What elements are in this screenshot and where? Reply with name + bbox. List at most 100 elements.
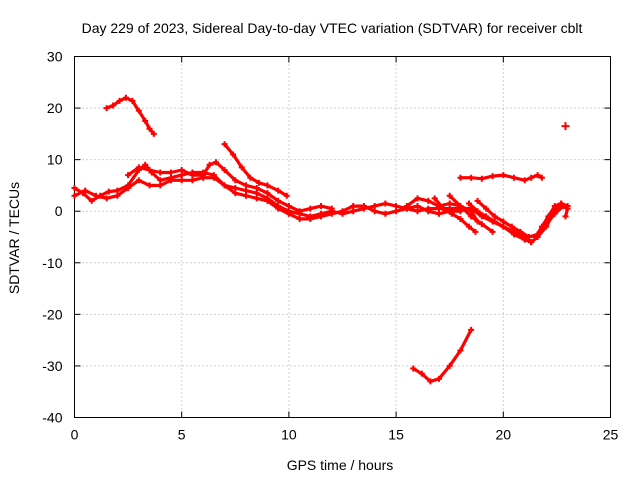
data-point: [103, 105, 110, 112]
data-point: [468, 174, 475, 181]
data-point: [157, 182, 164, 189]
data-point: [255, 179, 262, 186]
data-point: [285, 210, 292, 217]
y-tick-label: -20: [42, 306, 62, 322]
data-point: [200, 172, 207, 179]
y-tick-label: -30: [42, 358, 62, 374]
data-point: [393, 203, 400, 210]
y-tick-label: -10: [42, 255, 62, 271]
data-point: [178, 177, 185, 184]
data-point: [213, 159, 220, 166]
data-point: [425, 197, 432, 204]
data-point: [125, 172, 132, 179]
data-point: [431, 195, 438, 202]
data-point: [446, 192, 453, 199]
series-track-late-2: [431, 195, 479, 235]
data-point: [275, 197, 282, 204]
data-point: [448, 210, 455, 217]
data-point: [135, 107, 142, 114]
data-point: [558, 200, 565, 207]
data-point: [189, 172, 196, 179]
data-point: [339, 208, 346, 215]
x-tick-label: 20: [496, 427, 512, 443]
data-point: [350, 208, 357, 215]
data-point: [318, 203, 325, 210]
data-point: [142, 161, 149, 168]
data-point: [253, 190, 260, 197]
data-point: [521, 236, 528, 243]
data-point: [243, 192, 250, 199]
data-point: [491, 218, 498, 225]
data-point: [264, 197, 271, 204]
y-tick-label: 10: [47, 152, 63, 168]
data-point: [178, 166, 185, 173]
data-point: [129, 97, 136, 104]
chart-title: Day 229 of 2023, Sidereal Day-to-day VTE…: [82, 20, 583, 36]
data-point: [457, 347, 464, 354]
series-track-negative-dip: [410, 326, 475, 385]
data-point: [382, 200, 389, 207]
data-point: [472, 228, 479, 235]
series-line: [458, 173, 544, 182]
data-point: [511, 231, 518, 238]
x-tick-label: 10: [281, 427, 297, 443]
series-track-ascend-22h: [532, 200, 571, 240]
data-point: [285, 203, 292, 210]
data-point: [489, 228, 496, 235]
data-point: [178, 172, 185, 179]
data-point: [253, 185, 260, 192]
y-tick-label: 0: [55, 203, 63, 219]
data-point: [247, 174, 254, 181]
data-point: [232, 185, 239, 192]
data-point: [328, 205, 335, 212]
data-point: [243, 182, 250, 189]
data-point: [307, 205, 314, 212]
data-point: [457, 174, 464, 181]
data-point: [410, 365, 417, 372]
data-point: [435, 375, 442, 382]
series-track-late-3: [446, 192, 496, 235]
data-point: [489, 173, 496, 180]
data-point: [440, 205, 447, 212]
data-point: [457, 215, 464, 222]
data-point: [157, 169, 164, 176]
data-point: [275, 205, 282, 212]
data-point: [157, 177, 164, 184]
data-point: [82, 187, 89, 194]
isolated-point: [561, 122, 570, 131]
data-point: [350, 203, 357, 210]
data-point: [328, 210, 335, 217]
data-point: [393, 208, 400, 215]
data-point: [116, 97, 123, 104]
data-point: [551, 210, 558, 217]
series-track-upper-right: [457, 172, 545, 184]
data-point: [483, 213, 490, 220]
data-point: [521, 177, 528, 184]
data-point: [511, 174, 518, 181]
data-point: [122, 94, 129, 101]
data-point: [232, 177, 239, 184]
data-point: [189, 177, 196, 184]
data-point: [318, 213, 325, 220]
data-point: [167, 169, 174, 176]
data-point: [92, 192, 99, 199]
data-point: [210, 174, 217, 181]
data-point: [360, 203, 367, 210]
data-point: [88, 197, 95, 204]
axis-ticks: [74, 56, 611, 418]
data-point: [403, 203, 410, 210]
data-point: [517, 228, 524, 235]
data-point: [500, 223, 507, 230]
series-track-main-c: [125, 159, 335, 215]
data-point: [500, 172, 507, 179]
data-point: [478, 175, 485, 182]
data-point: [483, 205, 490, 212]
data-point: [296, 215, 303, 222]
x-tick-label: 15: [388, 427, 404, 443]
data-point: [414, 203, 421, 210]
data-point: [508, 223, 515, 230]
data-point: [414, 195, 421, 202]
data-point: [135, 164, 142, 171]
x-tick-label: 25: [603, 427, 619, 443]
data-point: [382, 210, 389, 217]
